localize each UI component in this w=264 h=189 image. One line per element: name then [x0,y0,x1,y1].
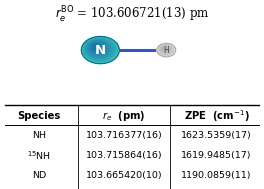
Circle shape [92,44,102,51]
Circle shape [84,38,115,61]
Text: $^{15}$NH: $^{15}$NH [27,149,51,162]
Text: H: H [163,46,169,55]
Circle shape [95,46,97,48]
Circle shape [158,44,175,56]
Circle shape [83,37,117,62]
Circle shape [92,44,101,51]
Circle shape [162,47,168,51]
Circle shape [90,43,104,53]
Circle shape [88,41,108,56]
Circle shape [82,37,118,63]
Text: NH: NH [32,131,46,140]
Circle shape [161,46,169,52]
Circle shape [87,41,109,56]
Circle shape [95,46,96,47]
Text: 103.716377(16): 103.716377(16) [86,131,162,140]
Circle shape [157,43,175,57]
Circle shape [163,47,167,50]
Text: 103.715864(16): 103.715864(16) [86,151,162,160]
Circle shape [90,43,105,53]
Circle shape [94,46,98,48]
Text: N: N [95,44,106,57]
Circle shape [85,39,113,59]
Circle shape [159,45,172,54]
Circle shape [159,45,172,54]
Circle shape [89,42,107,55]
Text: 103.665420(10): 103.665420(10) [86,171,162,180]
Circle shape [91,43,103,52]
Circle shape [94,45,99,49]
Text: $r_e$  (pm): $r_e$ (pm) [102,109,146,123]
Text: ND: ND [32,171,46,180]
Circle shape [162,47,168,51]
Circle shape [89,42,106,54]
Text: 1619.9485(17): 1619.9485(17) [181,151,252,160]
Circle shape [163,48,165,49]
Circle shape [86,40,112,59]
Circle shape [85,39,114,60]
Circle shape [158,44,173,55]
Circle shape [84,39,115,60]
Circle shape [161,46,169,52]
Circle shape [86,40,111,58]
Circle shape [163,48,166,50]
Circle shape [160,45,171,53]
Text: 1190.0859(11): 1190.0859(11) [181,171,252,180]
Circle shape [87,41,110,57]
Circle shape [164,48,165,49]
Circle shape [87,40,111,57]
Circle shape [83,38,116,61]
Circle shape [159,45,173,55]
Circle shape [93,45,100,50]
Circle shape [162,47,167,51]
Circle shape [88,42,107,55]
Circle shape [81,36,119,64]
Circle shape [161,46,170,53]
Circle shape [157,43,176,57]
Text: 1623.5359(17): 1623.5359(17) [181,131,252,140]
Circle shape [82,37,119,63]
Circle shape [160,46,171,53]
Text: Species: Species [17,111,61,121]
Circle shape [91,44,103,52]
Circle shape [93,45,100,50]
Text: $r_e^{\mathrm{BO}}$ = 103.606721(13) pm: $r_e^{\mathrm{BO}}$ = 103.606721(13) pm [55,5,209,25]
Circle shape [158,44,174,56]
Text: ZPE  (cm$^{-1}$): ZPE (cm$^{-1}$) [184,108,249,124]
